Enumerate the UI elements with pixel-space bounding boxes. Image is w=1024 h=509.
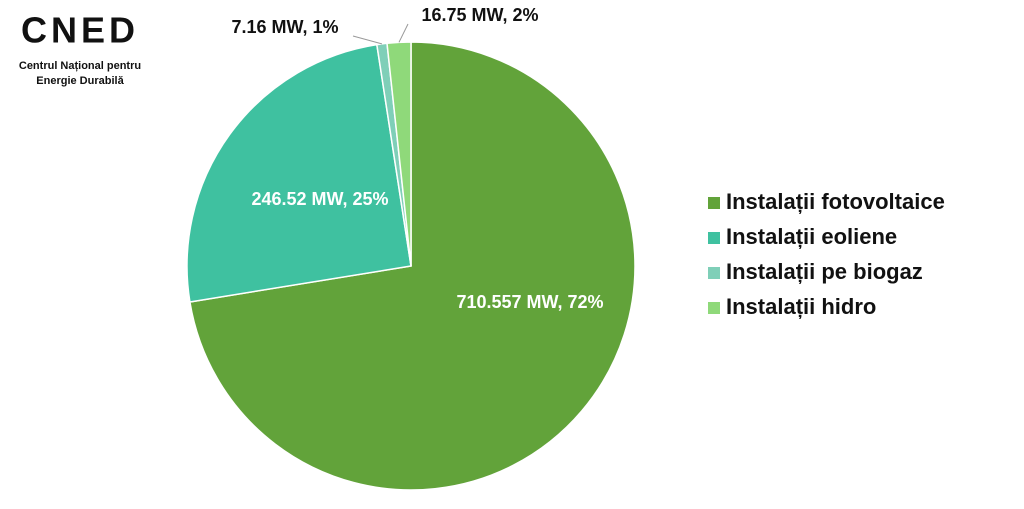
legend-swatch [708, 197, 720, 209]
logo-mark: CNED [21, 10, 139, 51]
pie-slice [186, 43, 412, 303]
legend-label: Instalații fotovoltaice [726, 189, 945, 214]
leader-line [352, 35, 383, 45]
logo: CNED Centrul Național pentru Energie Dur… [19, 10, 141, 87]
logo-line: Energie Durabilă [36, 75, 124, 87]
legend-swatch [708, 302, 720, 314]
logo-line: Centrul Național pentru [19, 60, 141, 72]
legend-swatch [708, 232, 720, 244]
pie-slice [189, 41, 636, 491]
data-label: 16.75 MW, 2% [421, 5, 538, 25]
legend-swatch [708, 267, 720, 279]
data-label: 710.557 MW, 72% [456, 292, 603, 312]
data-label: 246.52 MW, 25% [251, 189, 388, 209]
leader-line [398, 23, 409, 43]
data-label: 7.16 MW, 1% [231, 17, 338, 37]
legend-label: Instalații pe biogaz [726, 259, 923, 284]
legend-label: Instalații eoliene [726, 224, 897, 249]
legend-label: Instalații hidro [726, 294, 876, 319]
